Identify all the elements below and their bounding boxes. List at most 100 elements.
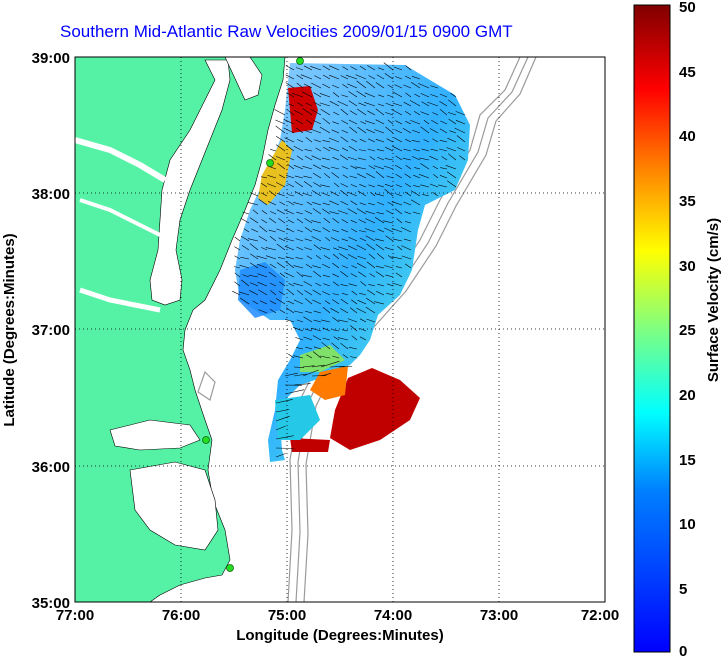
vector-arrow (304, 218, 313, 224)
colorbar-tick: 30 (679, 258, 696, 275)
vector-arrow (337, 210, 349, 215)
vector-arrow (234, 255, 241, 260)
vector-arrow (340, 75, 349, 80)
vector-arrow (320, 184, 331, 188)
vector-arrow (383, 62, 394, 71)
vector-arrow (392, 102, 403, 107)
vector-arrow (391, 228, 403, 233)
vector-arrow (296, 218, 304, 224)
vector-arrow (333, 336, 340, 341)
vector-arrow (332, 316, 340, 323)
vector-arrow (313, 101, 322, 107)
vector-arrow (260, 182, 268, 188)
vector-arrow (351, 265, 358, 269)
vector-arrow (411, 82, 421, 89)
vector-arrow (418, 174, 430, 179)
chesapeake-bay (149, 59, 231, 306)
vector-arrow (285, 82, 295, 89)
map-title: Southern Mid-Atlantic Raw Velocities 200… (60, 22, 513, 41)
vector-arrow (329, 211, 340, 215)
vector-arrow (284, 272, 295, 278)
vector-arrow (366, 128, 376, 134)
vector-arrow (283, 238, 295, 242)
vector-arrow (293, 383, 311, 386)
vector-arrow (258, 309, 268, 314)
vector-arrow (305, 137, 313, 143)
vector-arrow (375, 244, 385, 251)
vector-arrow (403, 84, 412, 89)
radar-station (226, 564, 234, 572)
vector-arrow (304, 227, 313, 233)
vector-arrow (293, 109, 304, 116)
vector-arrow (313, 310, 322, 314)
vector-arrow (359, 184, 367, 188)
colorbar-tick: 5 (679, 581, 687, 598)
vector-arrow (341, 265, 349, 269)
vector-arrow (311, 82, 322, 89)
vector-arrow (293, 145, 304, 152)
x-axis-label: Longitude (Degrees:Minutes) (236, 627, 444, 644)
vector-arrow (275, 144, 286, 152)
vector-arrow (375, 119, 385, 125)
vector-arrow (441, 156, 448, 161)
vector-arrow (332, 253, 340, 260)
vector-arrow (376, 291, 385, 296)
vector-arrow (429, 128, 439, 134)
vector-arrow (330, 237, 340, 242)
vector-arrow (413, 149, 421, 152)
vector-arrow (347, 191, 358, 197)
x-tick-label: 72:00 (581, 607, 619, 624)
vector-arrow (311, 155, 322, 161)
vector-arrow (349, 175, 358, 179)
vector-arrow (350, 273, 358, 278)
velocity-region-main (235, 63, 470, 462)
vector-arrow (359, 318, 367, 323)
vector-arrow (359, 292, 367, 296)
vector-arrow (384, 265, 394, 269)
vector-arrow (312, 299, 322, 305)
vector-arrow (275, 435, 294, 440)
vector-arrow (275, 298, 286, 305)
vector-arrow (341, 94, 349, 98)
vector-arrow (385, 102, 394, 107)
vector-arrow (359, 66, 367, 71)
vector-arrow (252, 209, 259, 215)
vector-arrow (393, 137, 403, 143)
vector-arrow (311, 327, 322, 332)
vector-arrow (395, 193, 403, 197)
vector-arrow (439, 128, 448, 134)
vector-arrow (249, 243, 259, 251)
vector-arrow (455, 120, 466, 125)
vector-arrow (278, 291, 286, 296)
vector-arrow (305, 130, 313, 134)
vector-arrow (296, 319, 304, 323)
vector-arrow (248, 202, 259, 206)
vector-arrow (395, 272, 403, 278)
vector-arrow (310, 108, 322, 116)
vector-arrow (404, 191, 412, 197)
vector-arrow (341, 129, 349, 134)
vector-arrow (431, 119, 439, 125)
vector-arrow (375, 108, 385, 116)
vector-arrow (403, 148, 412, 152)
vector-arrow (340, 308, 349, 314)
vector-arrow (338, 246, 349, 251)
current-vectors (232, 62, 466, 458)
vector-arrow (304, 247, 313, 251)
vector-arrow (288, 353, 295, 359)
vector-arrow (252, 300, 259, 305)
vector-arrow (275, 182, 286, 188)
vector-arrow (342, 66, 349, 71)
vector-arrow (293, 164, 304, 170)
vector-arrow (448, 153, 457, 161)
vector-arrow (341, 219, 349, 224)
vector-arrow (367, 289, 376, 296)
vector-arrow (411, 76, 421, 80)
potomac-river (75, 137, 167, 183)
vector-arrow (275, 453, 286, 458)
vector-arrow (358, 219, 367, 224)
vector-arrow (350, 200, 358, 206)
vector-arrow (269, 282, 277, 287)
vector-arrow (447, 99, 457, 107)
